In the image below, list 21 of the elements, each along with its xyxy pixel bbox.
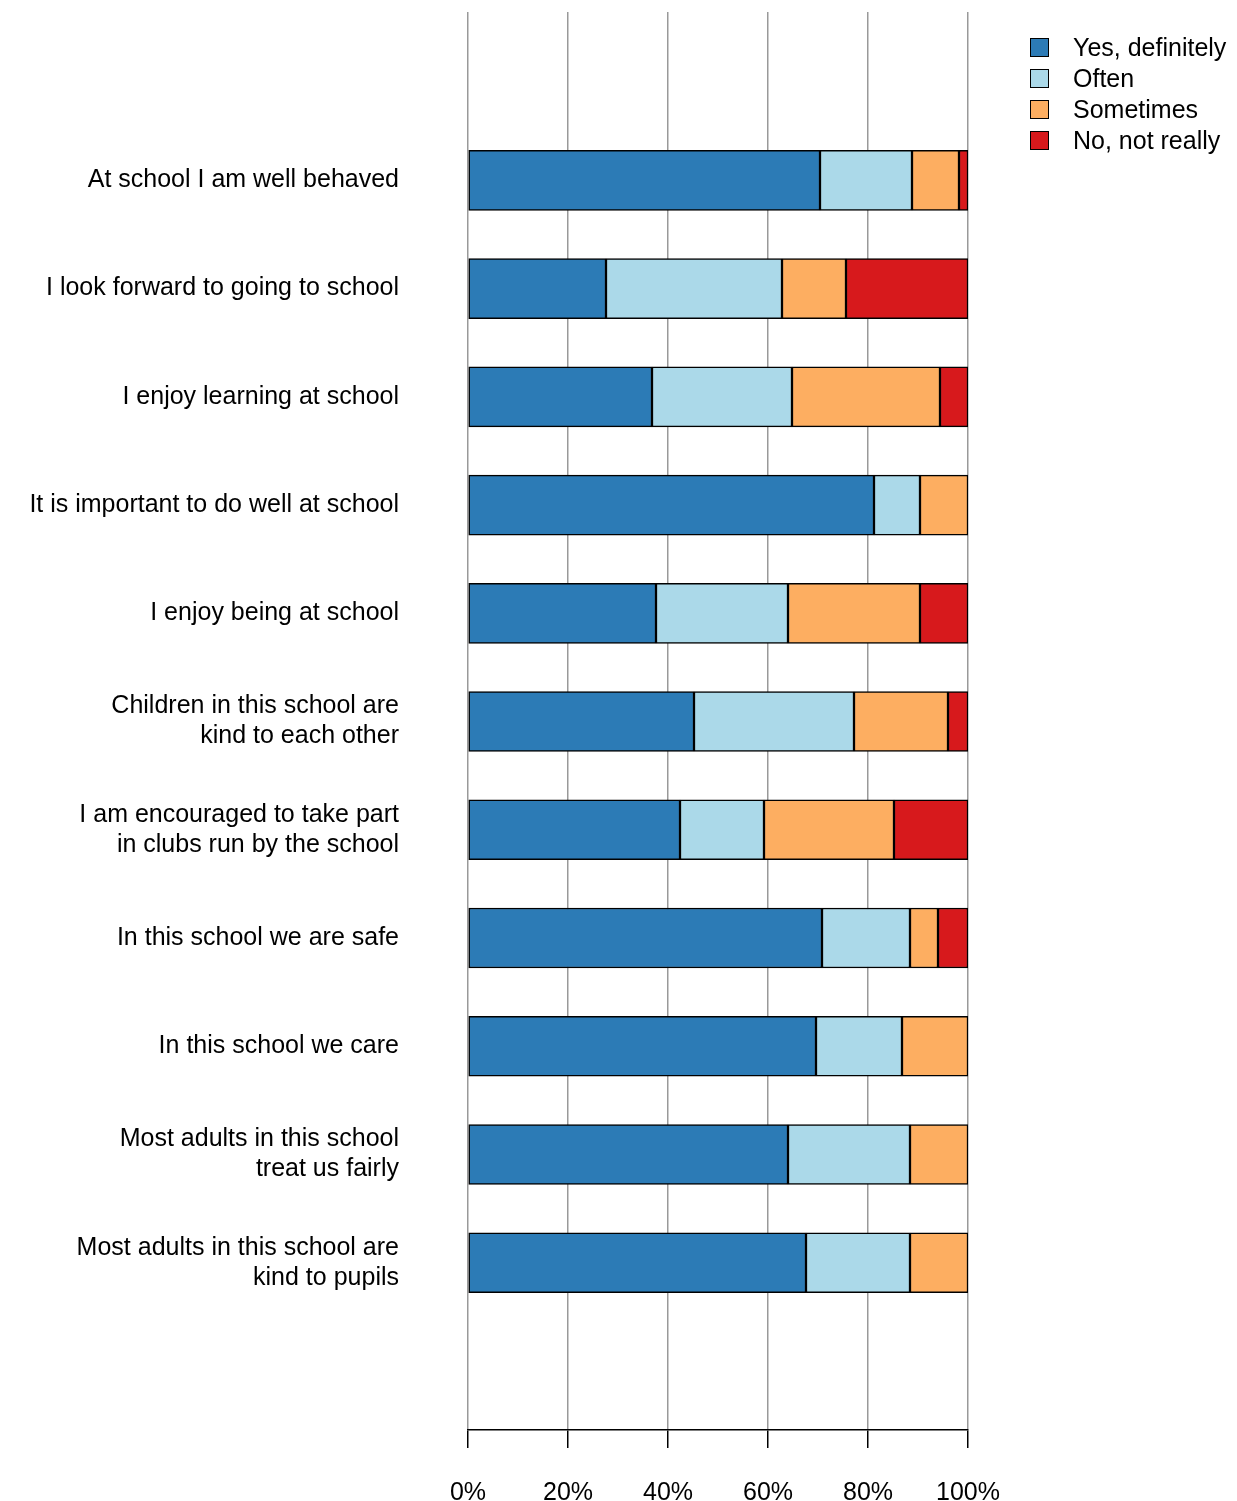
legend-label: No, not really: [1073, 125, 1221, 156]
legend-label: Often: [1073, 63, 1135, 94]
y-tick-label: In this school we care: [158, 1030, 399, 1059]
y-tick-label: Most adults in this school are kind to pupils: [76, 1231, 399, 1290]
y-tick-label: Children in this school are kind to each other: [111, 690, 399, 749]
x-tick-label: 80%: [842, 1476, 894, 1501]
y-tick-label: It is important to do well at school: [29, 488, 399, 517]
x-tick-label: 40%: [642, 1476, 694, 1501]
y-tick-label: At school I am well behaved: [87, 164, 399, 193]
x-tick-label: 60%: [742, 1476, 794, 1501]
legend-label: Yes, definitely: [1073, 32, 1227, 63]
y-tick-label: I look forward to going to school: [46, 272, 399, 301]
y-tick-label: I am encouraged to take part in clubs run by the school: [79, 798, 400, 857]
y-tick-label: I enjoy being at school: [150, 597, 399, 626]
x-tick-label: 100%: [936, 1476, 1000, 1501]
y-tick-label: In this school we are safe: [116, 921, 399, 950]
y-tick-label: I enjoy learning at school: [122, 380, 399, 409]
legend-label: Sometimes: [1073, 94, 1199, 125]
x-tick-label: 0%: [449, 1476, 487, 1501]
y-tick-label: Most adults in this school treat us fairly: [119, 1123, 400, 1182]
x-tick-label: 20%: [542, 1476, 594, 1501]
